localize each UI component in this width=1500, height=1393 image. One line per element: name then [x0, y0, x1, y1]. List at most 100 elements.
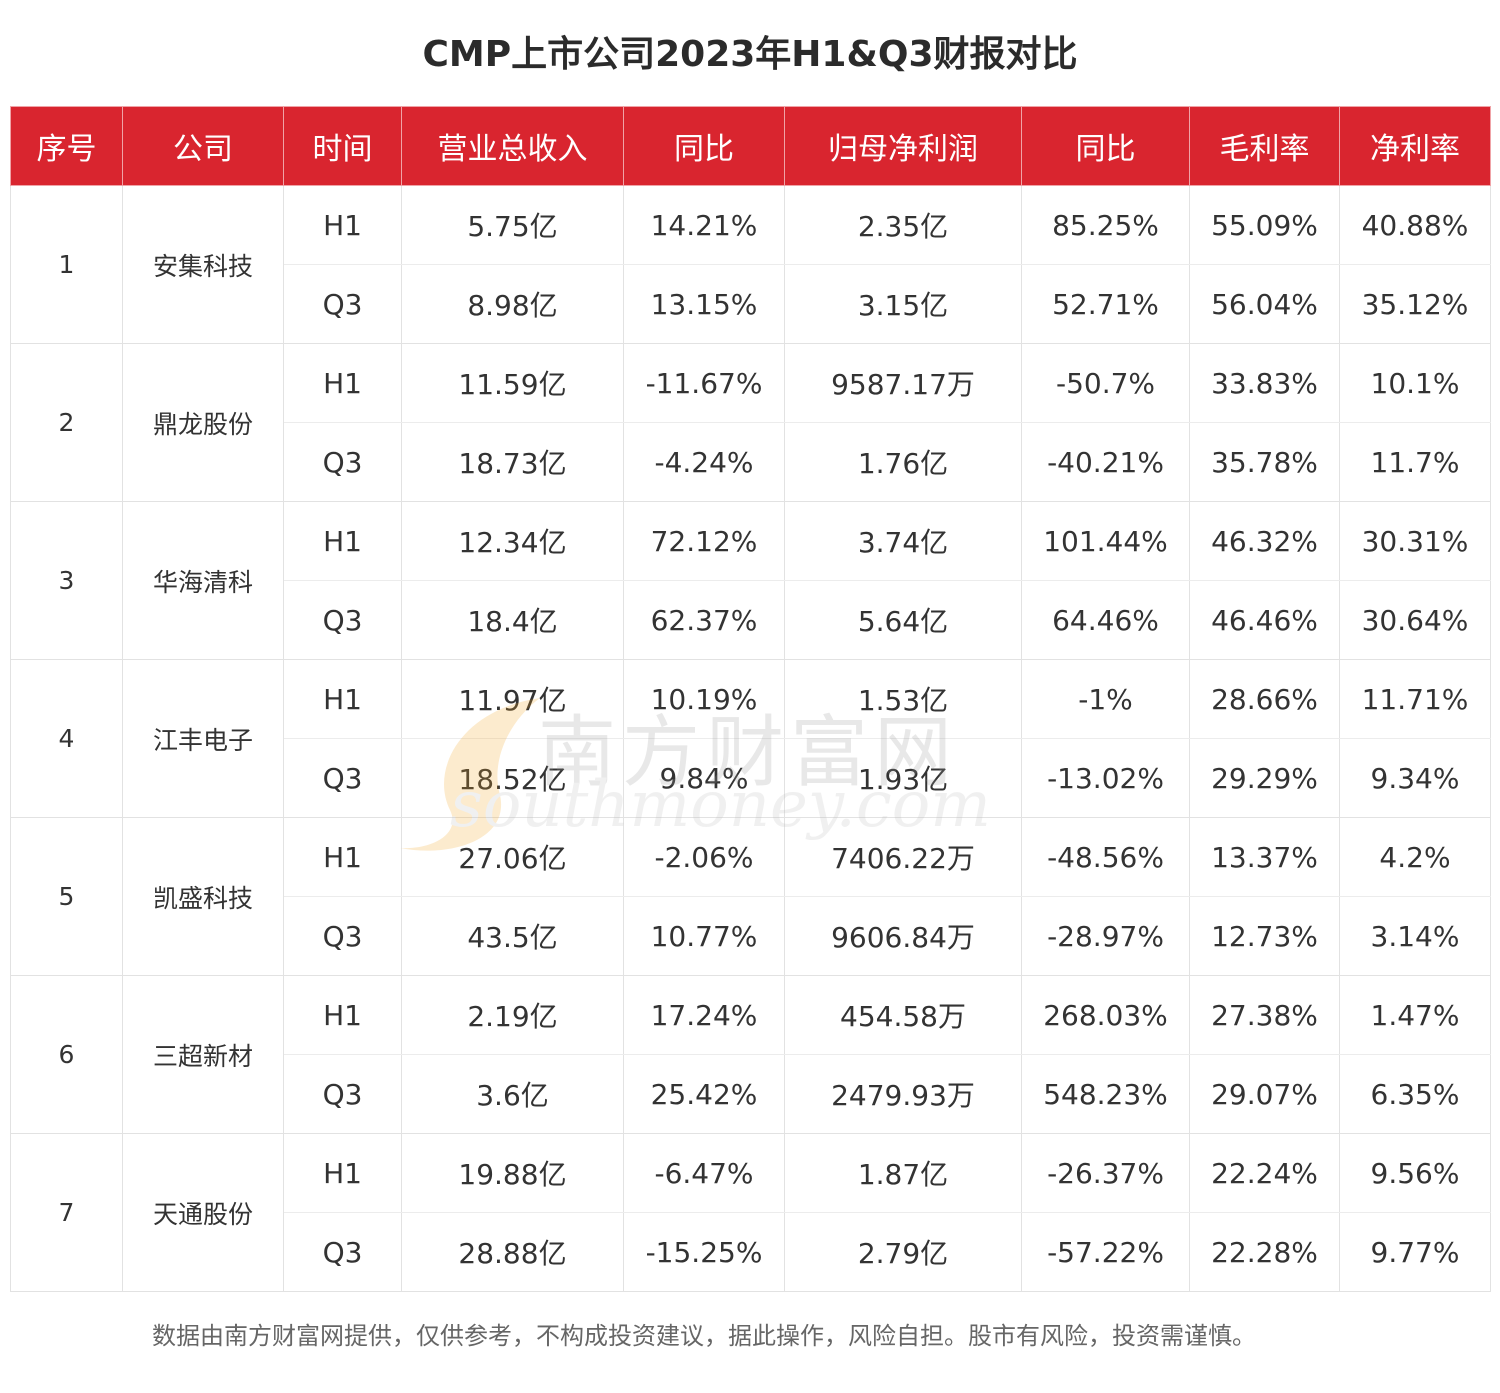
column-header: 归母净利润 — [784, 106, 1022, 186]
table-row: Q3 3.6亿 25.42% 2479.93万 548.23% 29.07% 6.35% — [11, 1054, 1491, 1134]
data-cell: 18.73亿 — [401, 422, 624, 502]
period-cell: Q3 — [283, 1212, 402, 1292]
table-row: 6 三超新材 H1 2.19亿 17.24% 454.58万 268.03% 27.38% 1.… — [10, 975, 1491, 1134]
data-cell: 40.88% — [1339, 185, 1491, 265]
data-cell: 1.53亿 — [784, 659, 1022, 739]
data-cell: -13.02% — [1021, 738, 1190, 818]
data-cell: 35.78% — [1189, 422, 1340, 502]
data-cell: 28.88亿 — [401, 1212, 624, 1292]
company-name: 江丰电子 — [122, 659, 284, 818]
data-cell: 5.75亿 — [401, 185, 624, 265]
data-cell: 29.29% — [1189, 738, 1340, 818]
company-name: 三超新材 — [122, 975, 284, 1134]
data-cell: 25.42% — [623, 1054, 785, 1134]
table-row: 5 凯盛科技 H1 27.06亿 -2.06% 7406.22万 -48.56% 13.37%… — [10, 817, 1491, 976]
column-header: 时间 — [283, 106, 402, 186]
data-cell: 9.34% — [1339, 738, 1491, 818]
data-cell: -48.56% — [1021, 817, 1190, 897]
data-cell: 46.46% — [1189, 580, 1340, 660]
data-cell: -11.67% — [623, 343, 785, 423]
period-cell: H1 — [283, 659, 402, 739]
data-cell: 101.44% — [1021, 501, 1190, 581]
column-header: 同比 — [1021, 106, 1190, 186]
data-cell: 5.64亿 — [784, 580, 1022, 660]
data-cell: 3.15亿 — [784, 264, 1022, 344]
column-header: 营业总收入 — [401, 106, 624, 186]
data-cell: 2479.93万 — [784, 1054, 1022, 1134]
data-cell: -6.47% — [623, 1133, 785, 1213]
table-row: 7 天通股份 H1 19.88亿 -6.47% 1.87亿 -26.37% 22.24% 9.5… — [10, 1133, 1491, 1292]
data-cell: 29.07% — [1189, 1054, 1340, 1134]
data-cell: 62.37% — [623, 580, 785, 660]
row-index: 3 — [10, 501, 123, 660]
data-cell: 268.03% — [1021, 975, 1190, 1055]
table-row: Q3 28.88亿 -15.25% 2.79亿 -57.22% 22.28% 9.77% — [11, 1212, 1491, 1292]
data-cell: 9587.17万 — [784, 343, 1022, 423]
period-cell: H1 — [283, 185, 402, 265]
table-header: 序号 公司 时间 营业总收入 同比 归母净利润 同比 毛利率 净利率 — [10, 106, 1491, 186]
table-row: 4 江丰电子 H1 11.97亿 10.19% 1.53亿 -1% 28.66% 11.71% — [10, 659, 1491, 818]
period-cell: Q3 — [283, 264, 402, 344]
period-cell: H1 — [283, 975, 402, 1055]
data-cell: 4.2% — [1339, 817, 1491, 897]
period-cell: Q3 — [283, 580, 402, 660]
data-cell: -40.21% — [1021, 422, 1190, 502]
data-cell: 14.21% — [623, 185, 785, 265]
data-cell: -1% — [1021, 659, 1190, 739]
page-title: CMP上市公司2023年H1&Q3财报对比 — [422, 34, 1078, 75]
data-cell: 22.28% — [1189, 1212, 1340, 1292]
table-row: 3 华海清科 H1 12.34亿 72.12% 3.74亿 101.44% 46.32% 30.… — [10, 501, 1491, 660]
table-row: 1 安集科技 H1 5.75亿 14.21% 2.35亿 85.25% 55.09% 40.88… — [10, 185, 1491, 344]
period-cell: H1 — [283, 1133, 402, 1213]
data-cell: 9606.84万 — [784, 896, 1022, 976]
row-index: 6 — [10, 975, 123, 1134]
table-row: Q3 18.4亿 62.37% 5.64亿 64.46% 46.46% 30.64% — [11, 580, 1491, 660]
financial-report-table: 序号 公司 时间 营业总收入 同比 归母净利润 同比 毛利率 净利率 1 安集科技 H1 5.75亿 1… — [10, 106, 1491, 1292]
period-cell: Q3 — [283, 422, 402, 502]
disclaimer-footer: 数据由南方财富网提供，仅供参考，不构成投资建议，据此操作，风险自担。股市有风险，… — [152, 1322, 1256, 1350]
period-cell: H1 — [283, 343, 402, 423]
data-cell: 55.09% — [1189, 185, 1340, 265]
data-cell: 22.24% — [1189, 1133, 1340, 1213]
data-cell: 35.12% — [1339, 264, 1491, 344]
period-cell: Q3 — [283, 738, 402, 818]
data-cell: 10.77% — [623, 896, 785, 976]
data-cell: 30.31% — [1339, 501, 1491, 581]
data-cell: 6.35% — [1339, 1054, 1491, 1134]
data-cell: -15.25% — [623, 1212, 785, 1292]
data-cell: 12.73% — [1189, 896, 1340, 976]
data-cell: 2.19亿 — [401, 975, 624, 1055]
table-row: Q3 18.73亿 -4.24% 1.76亿 -40.21% 35.78% 11.7% — [11, 422, 1491, 502]
column-header: 公司 — [122, 106, 284, 186]
company-name: 华海清科 — [122, 501, 284, 660]
table-row: 2 鼎龙股份 H1 11.59亿 -11.67% 9587.17万 -50.7% 33.83%… — [10, 343, 1491, 502]
data-cell: 46.32% — [1189, 501, 1340, 581]
row-index: 2 — [10, 343, 123, 502]
data-cell: 52.71% — [1021, 264, 1190, 344]
data-cell: 454.58万 — [784, 975, 1022, 1055]
period-cell: Q3 — [283, 896, 402, 976]
data-cell: 10.19% — [623, 659, 785, 739]
table-row: Q3 18.52亿 9.84% 1.93亿 -13.02% 29.29% 9.34% — [11, 738, 1491, 818]
data-cell: 1.93亿 — [784, 738, 1022, 818]
data-cell: -26.37% — [1021, 1133, 1190, 1213]
data-cell: 28.66% — [1189, 659, 1340, 739]
data-cell: 1.76亿 — [784, 422, 1022, 502]
company-name: 天通股份 — [122, 1133, 284, 1292]
period-cell: H1 — [283, 501, 402, 581]
data-cell: 2.35亿 — [784, 185, 1022, 265]
data-cell: 9.84% — [623, 738, 785, 818]
data-cell: -2.06% — [623, 817, 785, 897]
data-cell: 2.79亿 — [784, 1212, 1022, 1292]
data-cell: 9.56% — [1339, 1133, 1491, 1213]
data-cell: -50.7% — [1021, 343, 1190, 423]
period-cell: H1 — [283, 817, 402, 897]
data-cell: 12.34亿 — [401, 501, 624, 581]
data-cell: 11.97亿 — [401, 659, 624, 739]
data-cell: 30.64% — [1339, 580, 1491, 660]
data-cell: -57.22% — [1021, 1212, 1190, 1292]
row-index: 1 — [10, 185, 123, 344]
column-header: 序号 — [10, 106, 123, 186]
data-cell: 10.1% — [1339, 343, 1491, 423]
data-cell: -4.24% — [623, 422, 785, 502]
